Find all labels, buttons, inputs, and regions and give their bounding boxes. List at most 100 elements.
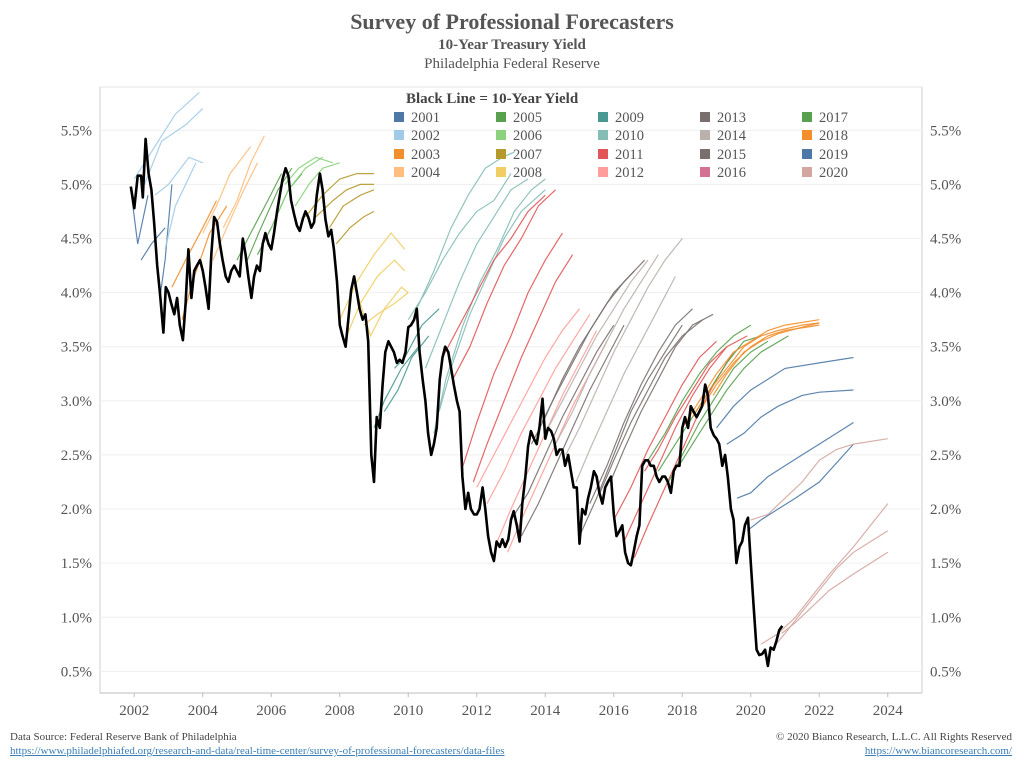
legend-swatch-2010 [598, 130, 608, 140]
forecast-line-2002 [143, 108, 204, 185]
forecast-line-2019 [746, 443, 854, 532]
legend-label-2012: 2012 [615, 165, 644, 181]
forecast-line-2019 [736, 421, 854, 499]
legend-label-2015: 2015 [717, 147, 746, 163]
legend-swatch-2004 [394, 167, 404, 177]
forecast-line-2008 [346, 259, 406, 337]
forecast-line-2007 [335, 210, 375, 245]
y-tick-label-right: 3.5% [930, 340, 961, 356]
forecast-line-2005 [246, 167, 293, 261]
legend-label-2018: 2018 [819, 128, 848, 144]
forecast-line-2020 [770, 530, 889, 651]
y-tick-label-left: 2.0% [61, 502, 92, 518]
website-link[interactable]: https://www.biancoresearch.com/ [864, 745, 1012, 757]
legend-swatch-2007 [496, 149, 506, 159]
forecast-line-2019 [726, 389, 854, 445]
forecast-line-2006 [270, 156, 323, 228]
forecast-line-2013 [541, 259, 646, 423]
forecast-line-2006 [284, 156, 334, 185]
forecast-line-2004 [202, 146, 252, 234]
forecast-line-2017 [678, 335, 789, 467]
forecast-line-2017 [647, 324, 752, 461]
data-source-link[interactable]: https://www.philadelphiafed.org/research… [10, 745, 505, 757]
x-tick-label: 2020 [736, 703, 766, 719]
forecast-line-2016 [644, 335, 748, 472]
forecast-line-2002 [164, 162, 197, 250]
x-tick-label: 2004 [188, 703, 219, 719]
legend-label-2014: 2014 [717, 128, 747, 144]
data-source-label: Data Source: Federal Reserve Bank of Phi… [10, 731, 237, 743]
legend-label-2010: 2010 [615, 128, 644, 144]
legend-swatch-2012 [598, 167, 608, 177]
x-tick-label: 2018 [667, 703, 697, 719]
legend-swatch-2011 [598, 149, 608, 159]
y-tick-label-right: 4.5% [930, 232, 961, 248]
forecast-line-2020 [750, 438, 888, 521]
forecast-line-2010 [433, 178, 546, 434]
legend-swatch-2015 [700, 149, 710, 159]
y-tick-label-left: 4.0% [61, 286, 92, 302]
y-tick-label-left: 3.0% [61, 394, 92, 410]
forecast-line-2012 [486, 313, 591, 504]
legend-title: Black Line = 10-Year Yield [406, 91, 579, 107]
legend-label-2013: 2013 [717, 110, 746, 126]
forecast-line-2018 [712, 322, 820, 396]
legend-label-2009: 2009 [615, 110, 644, 126]
y-tick-label-left: 0.5% [61, 664, 92, 680]
x-tick-label: 2016 [599, 703, 630, 719]
forecast-line-2010 [407, 173, 512, 321]
legend-swatch-2001 [394, 112, 404, 122]
y-tick-label-left: 4.5% [61, 232, 92, 248]
y-tick-label-right: 5.5% [930, 123, 961, 139]
axis-layer: 0.5% 0.5% 1.0% 1.0% 1.5% 1.5% 2.0% 2.0% 2.5% 2.5%… [61, 123, 962, 719]
legend-swatch-2013 [700, 112, 710, 122]
forecast-line-2014 [554, 254, 659, 445]
forecast-line-2012 [507, 341, 608, 553]
legend-label-2011: 2011 [615, 147, 643, 163]
legend-swatch-2006 [496, 130, 506, 140]
y-tick-label-right: 1.0% [930, 610, 961, 626]
legend-label-2004: 2004 [411, 165, 441, 181]
y-tick-label-left: 5.0% [61, 177, 92, 193]
forecast-lines-layer [130, 91, 889, 651]
chart-subtitle: 10-Year Treasury Yield [438, 37, 586, 53]
forecast-line-2015 [599, 319, 704, 494]
x-tick-label: 2008 [325, 703, 355, 719]
forecast-line-2012 [476, 308, 580, 488]
forecast-line-2003 [181, 205, 228, 320]
actual-yield-layer [129, 137, 784, 668]
legend-swatch-2017 [802, 112, 812, 122]
footer-copyright: © 2020 Bianco Research, L.L.C. All Right… [776, 730, 1012, 758]
legend-label-2002: 2002 [411, 128, 440, 144]
legend-swatch-2020 [802, 167, 812, 177]
y-tick-label-right: 2.5% [930, 448, 961, 464]
legend-label-2001: 2001 [411, 110, 440, 126]
forecast-line-2010 [424, 178, 529, 369]
forecast-line-2014 [544, 259, 649, 434]
forecast-line-2018 [691, 322, 820, 418]
forecast-line-2007 [315, 183, 374, 218]
legend-swatch-2018 [802, 130, 812, 140]
forecast-line-2009 [394, 308, 440, 369]
chart-source-org: Philadelphia Federal Reserve [424, 56, 600, 72]
forecast-line-2019 [716, 356, 854, 429]
y-tick-label-right: 1.5% [930, 556, 961, 572]
forecast-line-2014 [575, 276, 676, 483]
x-tick-label: 2012 [462, 703, 492, 719]
forecast-line-2011 [462, 232, 563, 466]
legend-swatch-2005 [496, 112, 506, 122]
forecast-line-2003 [171, 200, 218, 288]
forecast-line-2013 [510, 324, 615, 521]
legend-swatch-2002 [394, 130, 404, 140]
legend-swatch-2008 [496, 167, 506, 177]
forecast-line-2002 [154, 156, 204, 196]
y-tick-label-right: 0.5% [930, 664, 961, 680]
y-tick-label-left: 5.5% [61, 123, 92, 139]
y-tick-label-right: 5.0% [930, 177, 961, 193]
y-tick-label-right: 3.0% [930, 394, 961, 410]
legend-swatch-2016 [700, 167, 710, 177]
legend-label-2003: 2003 [411, 147, 440, 163]
legend-swatch-2014 [700, 130, 710, 140]
y-tick-label-left: 2.5% [61, 448, 92, 464]
forecast-line-2008 [363, 292, 409, 326]
